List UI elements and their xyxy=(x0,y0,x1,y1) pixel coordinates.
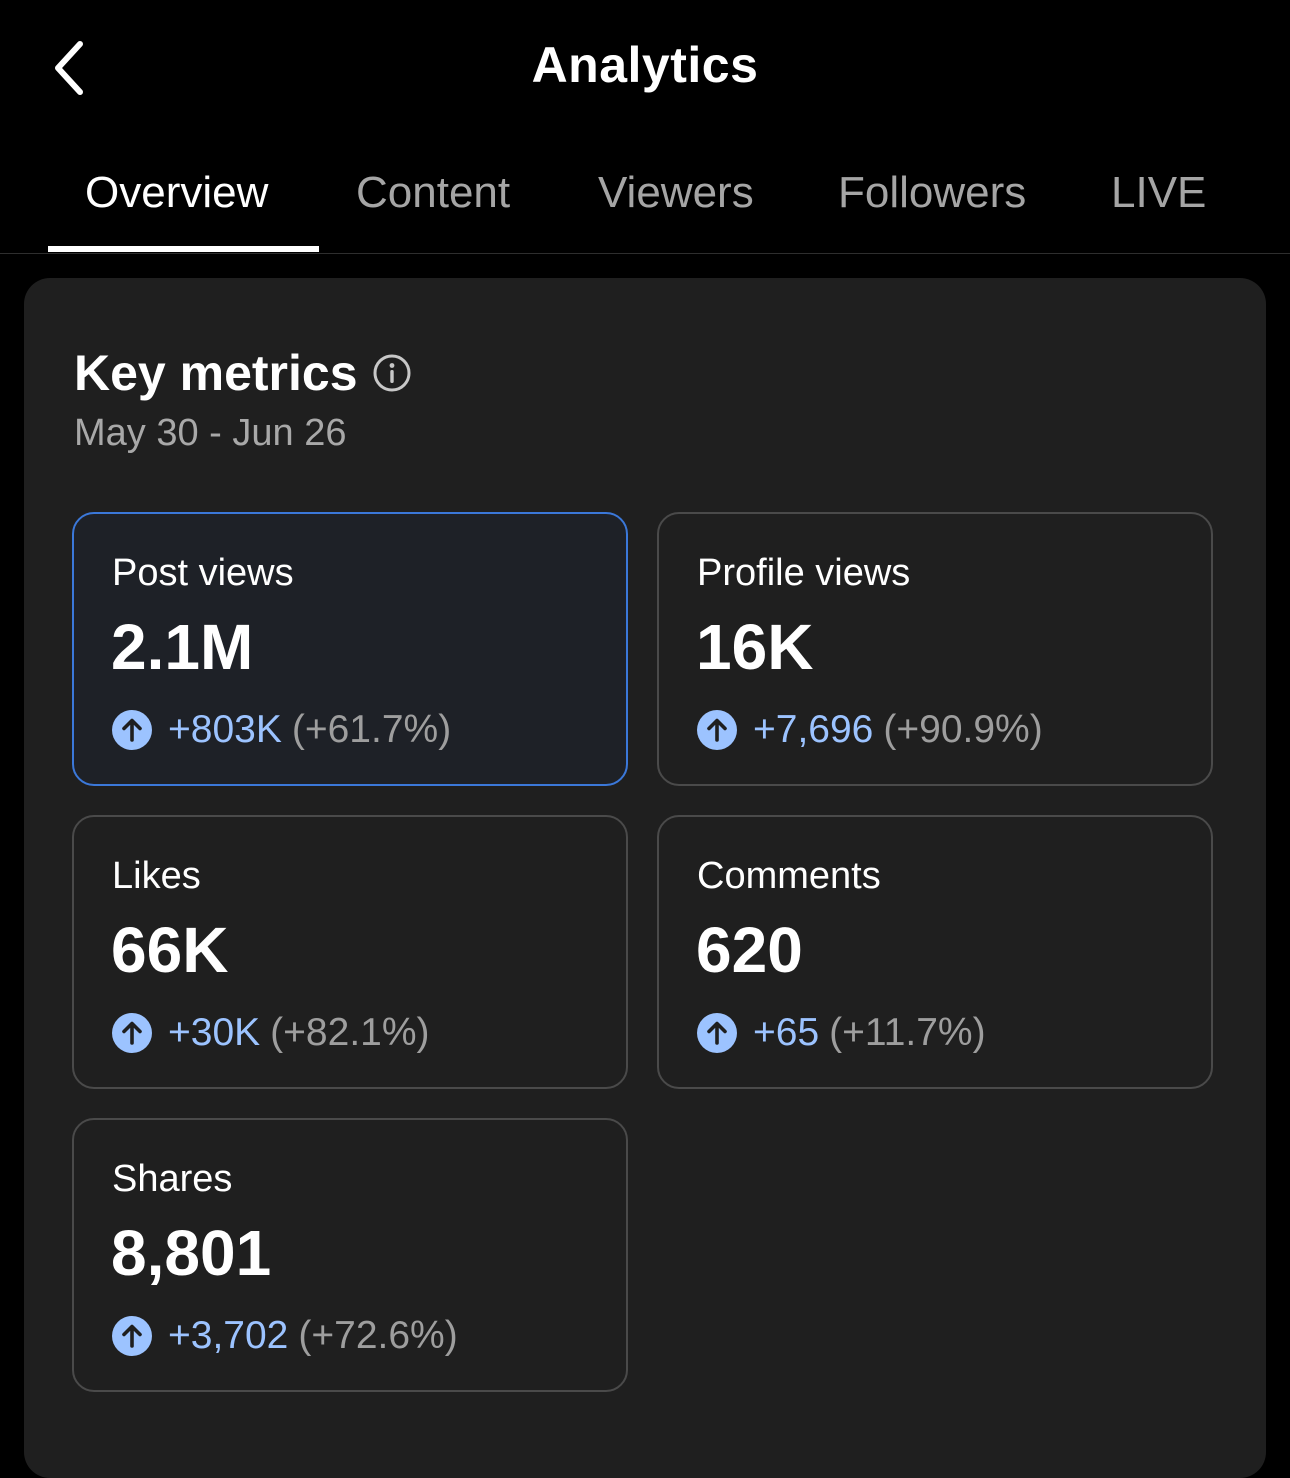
metric-card-likes[interactable]: Likes 66K +30K (+82.1%) xyxy=(72,815,628,1089)
tab-followers[interactable]: Followers xyxy=(838,168,1027,217)
tab-live[interactable]: LIVE xyxy=(1111,168,1207,217)
metric-delta: +3,702 (+72.6%) xyxy=(112,1314,458,1358)
header: Analytics xyxy=(0,0,1290,140)
delta-absolute: +803K xyxy=(168,708,282,751)
metric-delta: +803K (+61.7%) xyxy=(112,708,451,752)
metric-card-profile-views[interactable]: Profile views 16K +7,696 (+90.9%) xyxy=(657,512,1213,786)
tab-overview[interactable]: Overview xyxy=(85,168,269,217)
delta-absolute: +3,702 xyxy=(168,1314,289,1357)
metric-value: 66K xyxy=(111,914,229,986)
metric-value: 8,801 xyxy=(111,1217,272,1289)
delta-percent: (+90.9%) xyxy=(883,708,1043,751)
key-metrics-title: Key metrics xyxy=(74,345,358,401)
metric-card-post-views[interactable]: Post views 2.1M +803K (+61.7%) xyxy=(72,512,628,786)
metric-label: Post views xyxy=(112,552,294,594)
info-icon[interactable] xyxy=(372,353,412,393)
chevron-left-icon xyxy=(55,41,83,95)
metric-value: 2.1M xyxy=(111,611,254,683)
tab-viewers[interactable]: Viewers xyxy=(598,168,754,217)
delta-percent: (+82.1%) xyxy=(270,1011,430,1054)
metric-label: Shares xyxy=(112,1158,233,1200)
metric-label: Profile views xyxy=(697,552,911,594)
delta-percent: (+11.7%) xyxy=(829,1011,986,1054)
metric-label: Likes xyxy=(112,855,201,897)
arrow-up-circle-icon xyxy=(697,1013,737,1053)
active-tab-indicator xyxy=(48,246,319,252)
page-title: Analytics xyxy=(531,37,759,93)
metric-card-comments[interactable]: Comments 620 +65 (+11.7%) xyxy=(657,815,1213,1089)
arrow-up-circle-icon xyxy=(112,1316,152,1356)
back-button[interactable] xyxy=(36,28,100,108)
delta-absolute: +30K xyxy=(168,1011,261,1054)
tab-bar: Overview Content Viewers Followers LIVE xyxy=(0,150,1290,254)
delta-absolute: +65 xyxy=(753,1011,820,1054)
metric-delta: +65 (+11.7%) xyxy=(697,1011,986,1055)
metric-delta: +7,696 (+90.9%) xyxy=(697,708,1043,752)
arrow-up-circle-icon xyxy=(112,710,152,750)
metric-value: 16K xyxy=(696,611,814,683)
delta-percent: (+61.7%) xyxy=(291,708,452,751)
delta-percent: (+72.6%) xyxy=(298,1314,458,1357)
key-metrics-panel: Key metrics May 30 - Jun 26 Post views 2… xyxy=(24,278,1266,1478)
metric-delta: +30K (+82.1%) xyxy=(112,1011,430,1055)
key-metrics-heading: Key metrics xyxy=(74,344,412,402)
metric-value: 620 xyxy=(696,914,803,986)
tab-content[interactable]: Content xyxy=(356,168,511,217)
date-range: May 30 - Jun 26 xyxy=(74,412,347,454)
arrow-up-circle-icon xyxy=(112,1013,152,1053)
arrow-up-circle-icon xyxy=(697,710,737,750)
metric-label: Comments xyxy=(697,855,881,897)
metric-card-shares[interactable]: Shares 8,801 +3,702 (+72.6%) xyxy=(72,1118,628,1392)
delta-absolute: +7,696 xyxy=(753,708,874,751)
